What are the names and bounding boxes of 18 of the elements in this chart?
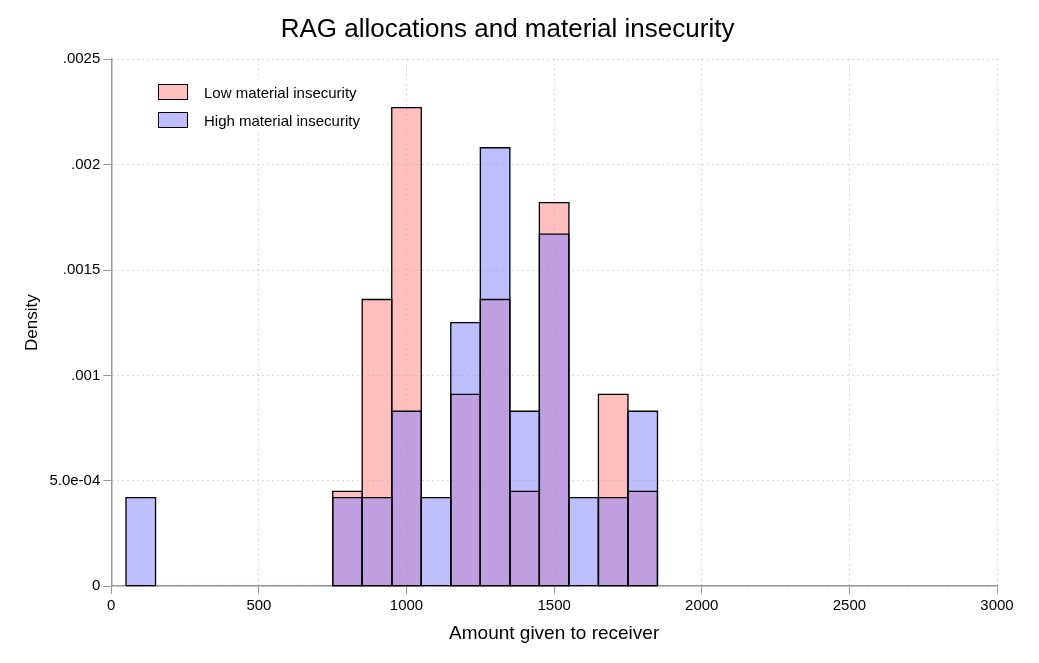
y-tick-label: .0025 xyxy=(62,49,101,67)
y-axis-title: Density xyxy=(21,293,41,352)
x-tick-label: 2500 xyxy=(832,596,867,614)
legend-label: Low material insecurity xyxy=(204,83,357,101)
x-tick-label: 500 xyxy=(246,596,272,614)
x-axis-title: Amount given to receiver xyxy=(449,621,660,643)
x-tick-label: 0 xyxy=(107,596,116,614)
y-tick-label: .002 xyxy=(71,154,101,172)
y-tick-label: .0015 xyxy=(62,260,101,278)
legend-label: High material insecurity xyxy=(204,111,360,129)
x-tick-label: 1500 xyxy=(537,596,571,614)
x-tick-label: 3000 xyxy=(980,596,1014,614)
x-tick-label: 2000 xyxy=(685,596,719,614)
y-tick-label: 0 xyxy=(91,576,101,594)
chart-title: RAG allocations and material insecurity xyxy=(280,12,735,43)
y-tick-label: 5.0e-04 xyxy=(49,470,101,488)
y-tick-label: .001 xyxy=(71,365,101,383)
x-tick-label: 1000 xyxy=(389,596,424,614)
